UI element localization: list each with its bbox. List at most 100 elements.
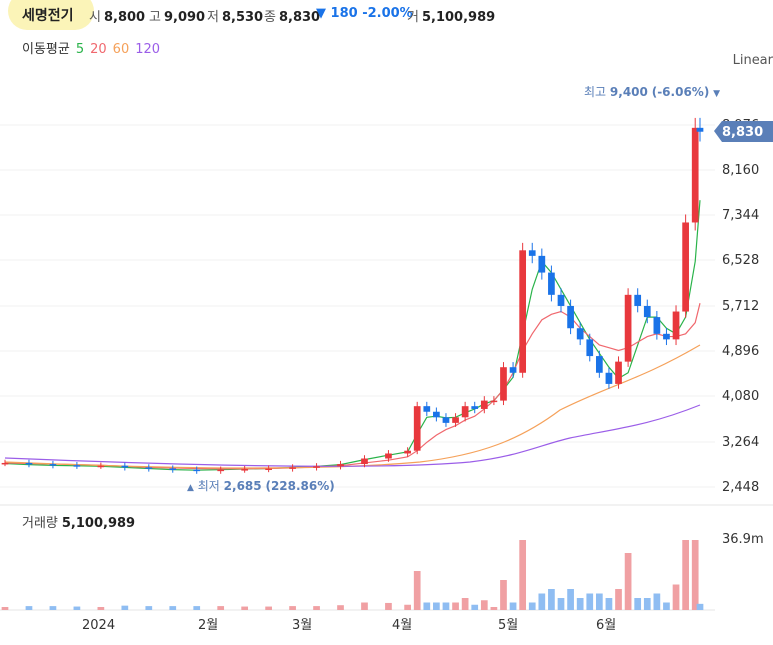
moving-average-legend[interactable]: 이동평균 5 20 60 120 — [22, 38, 166, 57]
volume-bar — [471, 604, 479, 610]
high-label: 최고 — [584, 85, 606, 99]
volume-bar — [548, 589, 555, 610]
candle — [490, 400, 498, 403]
volume-bar — [557, 598, 565, 610]
volume-bar — [528, 602, 536, 610]
volume-bar — [361, 602, 368, 610]
volume-bar — [313, 606, 320, 610]
candle — [500, 367, 507, 401]
candle — [121, 465, 129, 468]
stock-name[interactable]: 세명전기 — [22, 8, 74, 24]
ma-120: 120 — [135, 42, 161, 57]
candle — [519, 250, 527, 373]
candle — [615, 361, 622, 384]
price-tick: 5,712 — [722, 299, 759, 314]
volume-bar — [73, 606, 81, 610]
volume-bar — [97, 607, 105, 610]
volume-bar — [169, 606, 177, 610]
volume-bar — [663, 602, 670, 610]
volume-bar — [461, 598, 469, 610]
volume-bar — [538, 593, 546, 610]
low-annotation: ▲ 최저 2,685 (228.86%) — [187, 479, 335, 493]
volume-bar — [433, 602, 440, 610]
candle — [461, 406, 469, 418]
candle — [169, 468, 177, 471]
candle — [696, 127, 704, 132]
high-annotation: 최고 9,400 (-6.06%) ▼ — [584, 85, 720, 99]
volume-bar — [145, 606, 153, 610]
candle — [145, 467, 153, 469]
candle — [433, 411, 440, 418]
price-tick: 4,080 — [722, 389, 759, 404]
volume-bar — [217, 606, 225, 610]
candle — [1, 462, 9, 465]
candle — [289, 467, 296, 469]
low-pct: (228.86%) — [265, 479, 334, 493]
candle — [265, 468, 272, 471]
candle — [653, 317, 661, 334]
ma-line-5 — [4, 200, 701, 471]
candle — [595, 356, 603, 373]
current-price-label: 8,830 — [722, 125, 763, 140]
candle — [672, 311, 680, 340]
candle — [313, 466, 320, 468]
candle — [528, 250, 536, 256]
candle — [97, 465, 105, 468]
current-price-tag — [714, 121, 773, 142]
low-value: 2,685 — [224, 479, 262, 493]
volume-bar — [337, 605, 344, 610]
volume-bar — [696, 603, 704, 610]
volume-legend: 거래량 5,100,989 — [22, 516, 136, 531]
volume-bar — [193, 606, 201, 610]
time-tick: 3월 — [292, 618, 312, 633]
time-tick: 2024 — [82, 618, 115, 633]
price-tick: 3,264 — [722, 435, 759, 450]
candle — [337, 464, 344, 467]
chart-header: 세명전기 시 8,800 고 9,090 저 8,530 종 8,830 ▼ 180 -… — [0, 0, 773, 30]
candle — [480, 400, 488, 409]
volume-bar — [423, 602, 431, 610]
volume-bar — [442, 602, 450, 610]
candle — [471, 406, 479, 409]
volume-bar — [241, 606, 249, 610]
ma-line-120 — [4, 404, 701, 467]
candle — [413, 406, 421, 451]
volume-bar — [519, 540, 527, 610]
candle — [49, 464, 57, 466]
volume-bar — [490, 607, 498, 610]
candle — [361, 458, 368, 465]
close-price: 종 8,830 — [264, 10, 321, 25]
time-tick: 2월 — [198, 618, 218, 633]
low-marker: ▲ — [187, 483, 194, 493]
volume-bar — [643, 598, 651, 610]
candle — [25, 462, 33, 465]
price-tick: 7,344 — [722, 208, 759, 223]
price-tick: 4,896 — [722, 344, 759, 359]
volume-bar — [289, 606, 296, 610]
volume-bar — [385, 602, 392, 610]
volume-bar — [586, 593, 594, 610]
volume-bar — [634, 598, 642, 610]
candle — [193, 469, 201, 472]
candle — [634, 294, 642, 306]
low-price: 저 8,530 — [207, 10, 264, 25]
volume-bar — [576, 598, 584, 610]
volume-bar — [691, 540, 699, 610]
price-tick: 6,528 — [722, 253, 759, 268]
candle — [576, 328, 584, 340]
price-change: ▼ 180 -2.00% — [316, 6, 413, 21]
candle — [605, 372, 613, 384]
volume-bar — [265, 606, 272, 610]
high-price: 고 9,090 — [149, 10, 206, 25]
volume-bar — [624, 553, 632, 610]
ma-legend-label: 이동평균 — [22, 42, 70, 57]
scale-toggle[interactable]: Linear — [732, 53, 773, 68]
candle — [452, 417, 459, 423]
candle — [385, 453, 392, 459]
volume-bar — [1, 607, 9, 610]
volume-bar — [682, 540, 689, 610]
volume-bar — [480, 600, 488, 610]
candle — [241, 469, 249, 471]
high-pct: (-6.06%) — [652, 85, 710, 99]
